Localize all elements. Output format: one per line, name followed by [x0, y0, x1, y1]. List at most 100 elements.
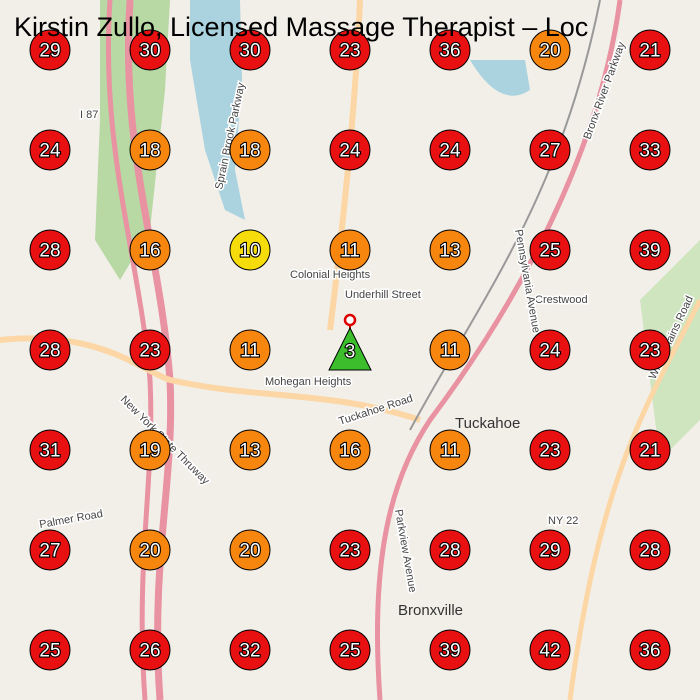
rank-label: 31 — [39, 441, 60, 462]
railway — [409, 0, 601, 431]
rank-label: 39 — [439, 641, 460, 662]
rank-marker — [429, 29, 471, 71]
rank-label: 11 — [440, 441, 460, 462]
rank-label: 11 — [340, 241, 360, 262]
road — [567, 298, 700, 700]
rank-label: 29 — [39, 41, 60, 62]
rank-label: 21 — [639, 41, 660, 62]
rank-label: 25 — [339, 641, 360, 662]
rank-marker — [129, 529, 171, 571]
rank-label: 24 — [339, 141, 361, 162]
rank-marker — [529, 229, 571, 271]
rank-marker — [229, 629, 271, 671]
rank-marker — [629, 529, 671, 571]
rank-label: 20 — [539, 41, 560, 62]
rank-marker — [129, 29, 171, 71]
map-label: I 87 — [80, 109, 98, 121]
rank-marker — [329, 529, 371, 571]
rank-grid: 29 30 30 23 36 20 21 24 18 18 24 24 27 33 28 16 10 11 13 25… — [29, 29, 671, 671]
rank-label: 42 — [539, 641, 560, 662]
rank-marker — [429, 529, 471, 571]
road — [0, 335, 421, 423]
rank-label: 24 — [39, 141, 61, 162]
map-label: Bronxville — [398, 602, 463, 619]
rank-label: 10 — [239, 241, 260, 262]
rank-marker — [429, 129, 471, 171]
rank-label: 24 — [539, 341, 561, 362]
rank-label: 25 — [39, 641, 60, 662]
rank-marker — [229, 429, 271, 471]
highway — [105, 0, 154, 700]
rank-marker — [129, 329, 171, 371]
rank-label: 26 — [139, 641, 160, 662]
rank-marker — [29, 29, 71, 71]
rank-marker — [129, 229, 171, 271]
rank-marker — [129, 129, 171, 171]
rank-marker — [29, 629, 71, 671]
rank-label: 27 — [539, 141, 560, 162]
rank-label: 24 — [439, 141, 461, 162]
rank-label: 30 — [139, 41, 160, 62]
rank-label: 25 — [539, 241, 560, 262]
rank-marker — [529, 29, 571, 71]
map-label: Underhill Street — [345, 289, 421, 301]
rank-label: 23 — [539, 441, 560, 462]
rank-marker — [229, 29, 271, 71]
page-title: Kirstin Zullo, Licensed Massage Therapis… — [14, 12, 588, 42]
map-label: Mohegan Heights — [265, 376, 352, 388]
map-label: NY 22 — [548, 515, 578, 527]
rank-marker — [529, 329, 571, 371]
rank-label: 23 — [339, 41, 360, 62]
highway — [374, 0, 623, 700]
rank-marker — [29, 229, 71, 271]
rank-marker — [429, 429, 471, 471]
rank-label: 21 — [639, 441, 660, 462]
rank-marker — [129, 429, 171, 471]
water — [470, 60, 530, 96]
map-label: Colonial Heights — [290, 269, 371, 281]
rank-marker — [29, 529, 71, 571]
rank-label: 36 — [439, 41, 460, 62]
rank-marker — [29, 329, 71, 371]
rank-label: 3 — [345, 342, 356, 363]
location-pin — [343, 313, 357, 327]
rank-marker — [328, 326, 372, 371]
rank-label: 13 — [239, 441, 260, 462]
rank-label: 28 — [639, 541, 660, 562]
map-label: Tuckahoe — [455, 415, 520, 432]
rank-marker — [529, 529, 571, 571]
rank-label: 16 — [139, 241, 160, 262]
rank-marker — [229, 329, 271, 371]
rank-label: 28 — [439, 541, 460, 562]
rank-label: 23 — [639, 341, 660, 362]
rank-marker — [329, 29, 371, 71]
rank-marker — [629, 629, 671, 671]
rank-marker — [629, 329, 671, 371]
rank-marker — [29, 429, 71, 471]
rank-label: 32 — [239, 641, 260, 662]
rank-label: 27 — [39, 541, 60, 562]
rank-marker — [329, 229, 371, 271]
rank-marker — [629, 229, 671, 271]
rank-label: 36 — [639, 641, 660, 662]
rank-label: 29 — [539, 541, 560, 562]
rank-label: 28 — [39, 241, 60, 262]
rank-marker — [229, 529, 271, 571]
rank-label: 23 — [139, 341, 160, 362]
map-label: Crestwood — [535, 294, 588, 306]
rank-marker — [429, 329, 471, 371]
rank-marker — [529, 629, 571, 671]
rank-label: 19 — [139, 441, 160, 462]
rank-label: 13 — [439, 241, 460, 262]
rank-label: 11 — [440, 341, 460, 362]
rank-marker — [229, 229, 271, 271]
rank-label: 33 — [639, 141, 660, 162]
rank-label: 16 — [339, 441, 360, 462]
rank-marker — [429, 229, 471, 271]
rank-marker — [329, 129, 371, 171]
rank-marker — [129, 629, 171, 671]
rank-label: 20 — [239, 541, 260, 562]
rank-label: 39 — [639, 241, 660, 262]
rank-label: 20 — [139, 541, 160, 562]
